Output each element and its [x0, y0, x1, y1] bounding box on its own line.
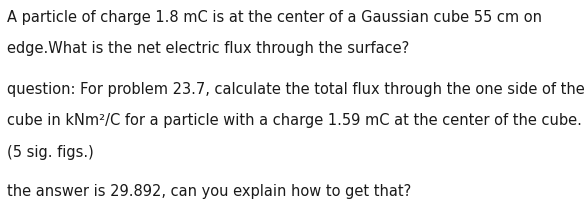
- Text: cube in kNm²/C for a particle with a charge 1.59 mC at the center of the cube.: cube in kNm²/C for a particle with a cha…: [7, 113, 582, 128]
- Text: A particle of charge 1.8 mC is at the center of a Gaussian cube 55 cm on: A particle of charge 1.8 mC is at the ce…: [7, 10, 542, 25]
- Text: (5 sig. figs.): (5 sig. figs.): [7, 145, 94, 160]
- Text: edge.What is the net electric flux through the surface?: edge.What is the net electric flux throu…: [7, 41, 409, 56]
- Text: question: For problem 23.7, calculate the total flux through the one side of the: question: For problem 23.7, calculate th…: [7, 82, 584, 97]
- Text: the answer is 29.892, can you explain how to get that?: the answer is 29.892, can you explain ho…: [7, 184, 411, 199]
